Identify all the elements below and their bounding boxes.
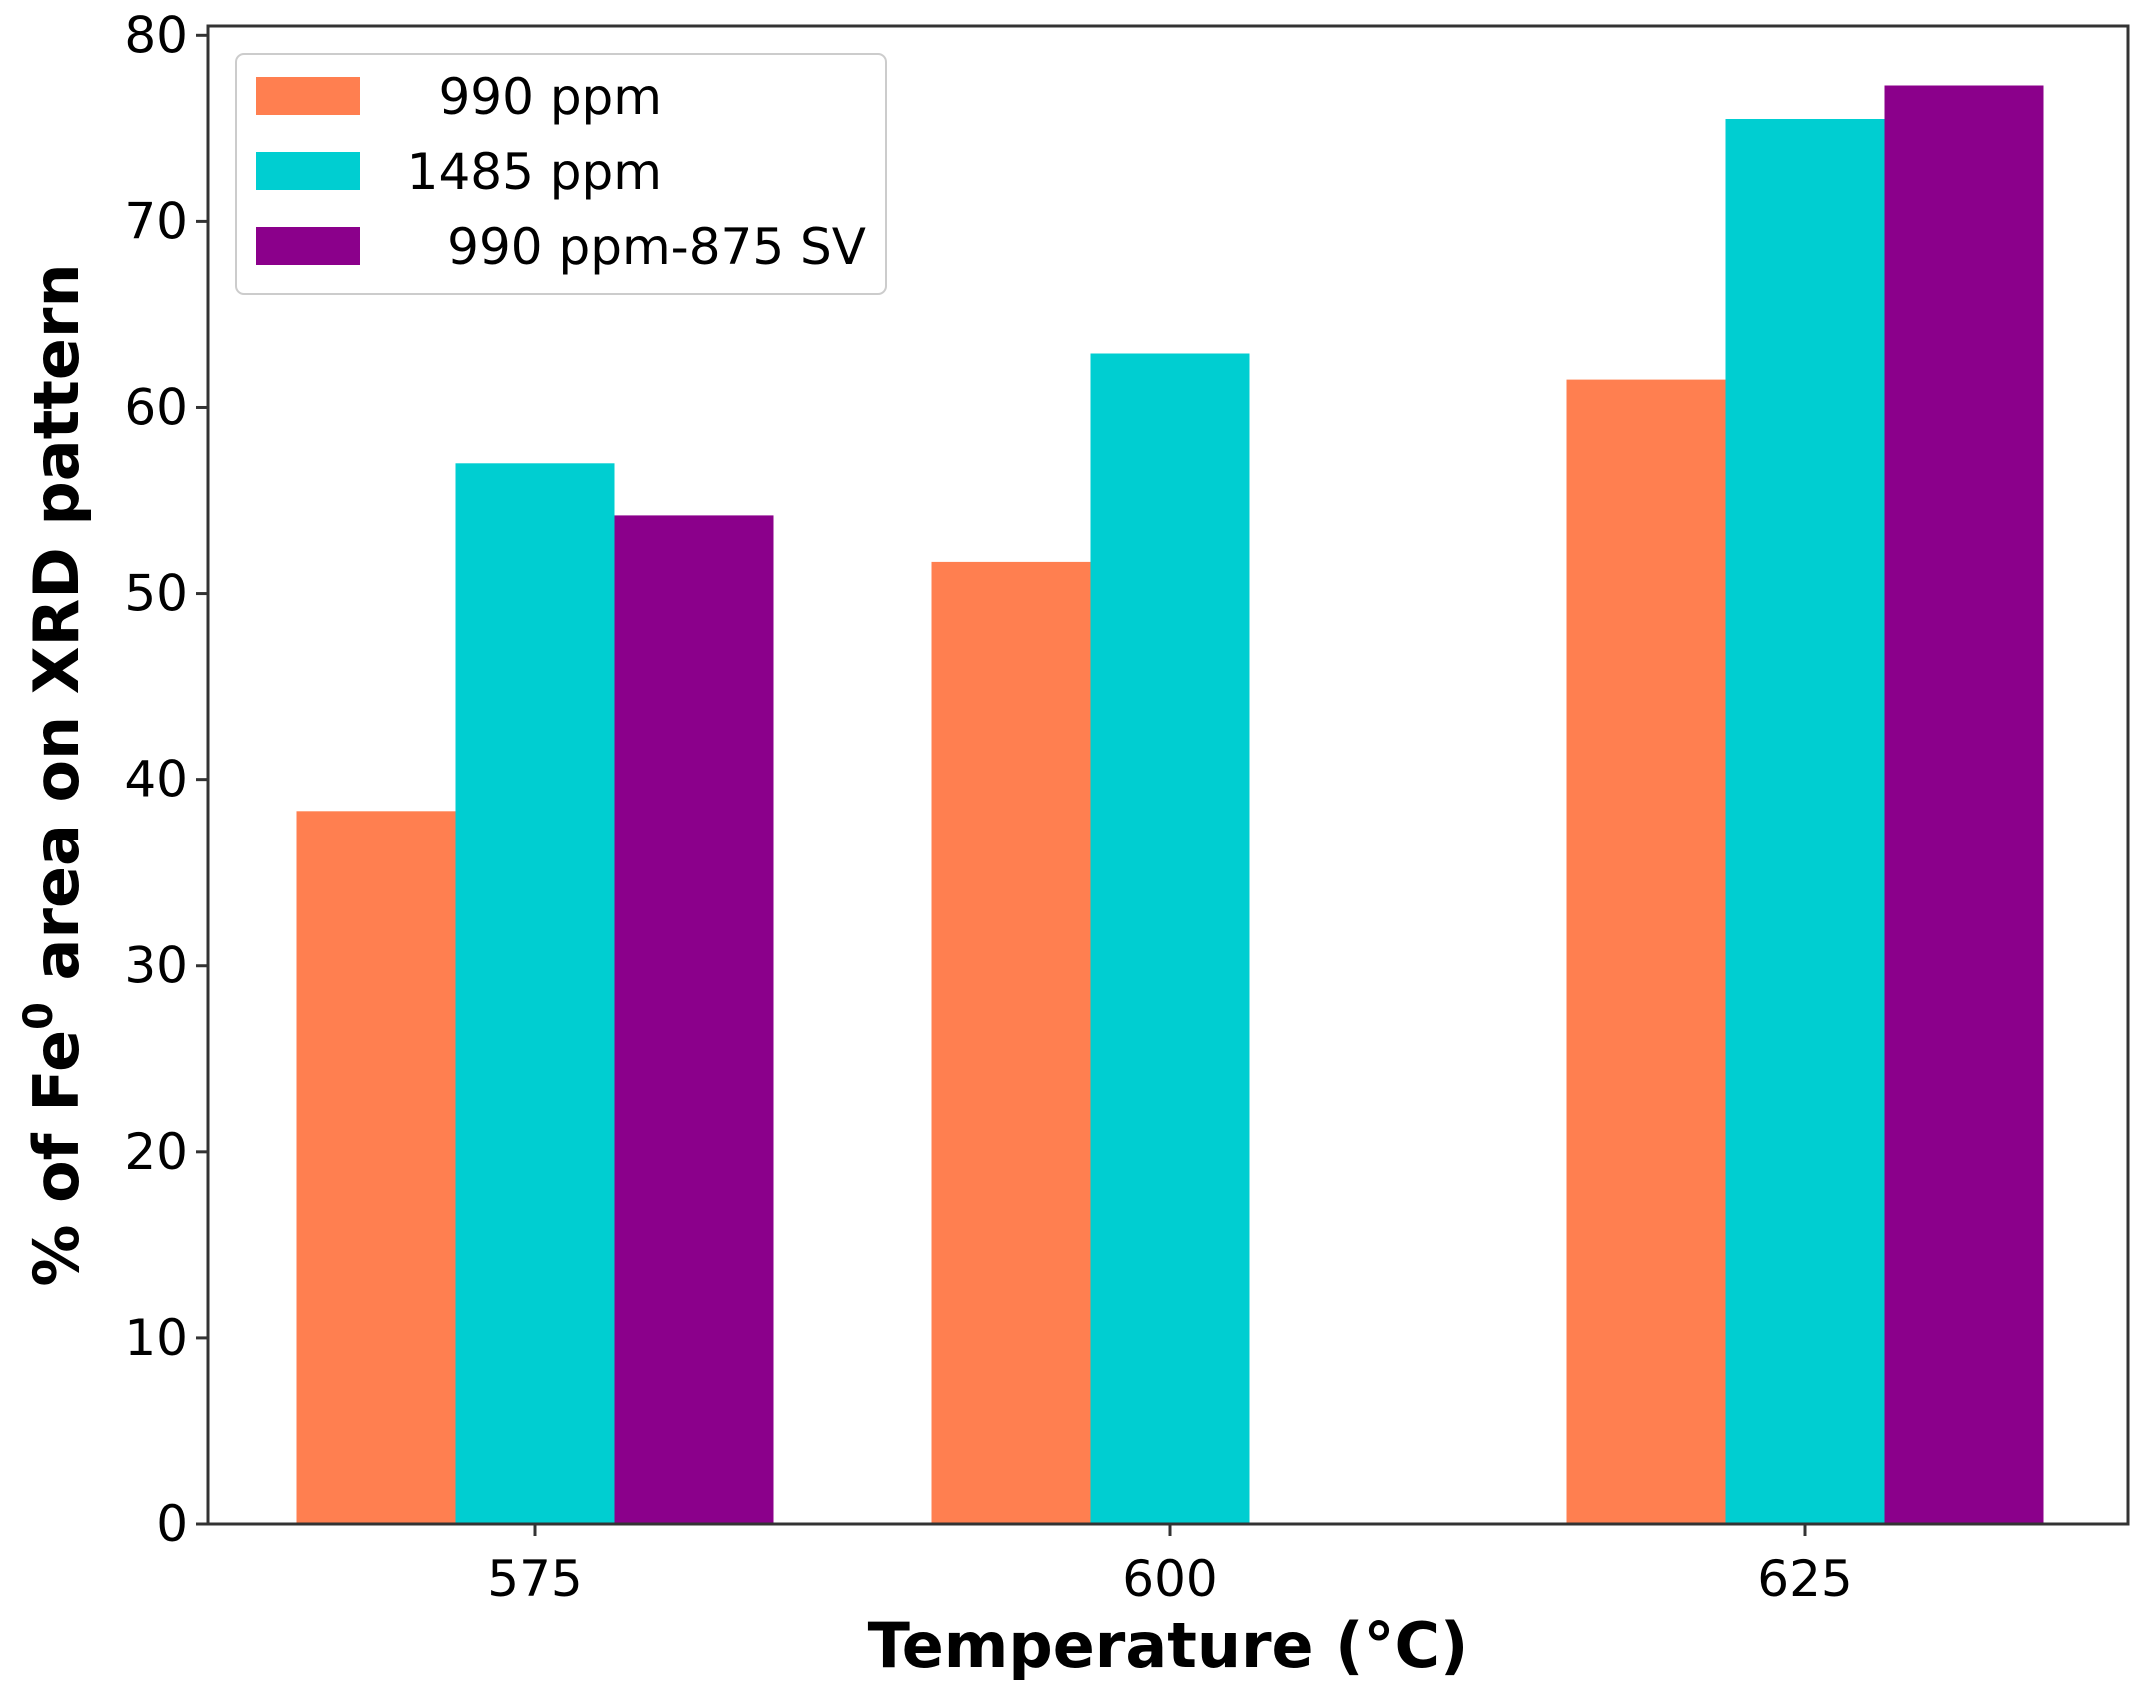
legend-swatch bbox=[256, 227, 360, 265]
y-tick-label: 60 bbox=[124, 378, 188, 436]
x-tick-label: 625 bbox=[1757, 1550, 1852, 1608]
bar-1485-ppm-575 bbox=[455, 463, 615, 1524]
bar-1485-ppm-600 bbox=[1090, 353, 1250, 1524]
legend-label: 1485 ppm bbox=[407, 143, 662, 201]
plot-area-frame bbox=[206, 24, 2130, 1526]
y-tick-label: 50 bbox=[124, 565, 188, 623]
x-tick-label: 600 bbox=[1122, 1550, 1217, 1608]
x-tick-label: 575 bbox=[487, 1550, 582, 1608]
legend: 990 ppm 1485 ppm 990 ppm-875 SV bbox=[235, 53, 887, 295]
y-axis-title-prefix: % of Fe bbox=[20, 1030, 93, 1287]
y-tick-label: 40 bbox=[124, 751, 188, 809]
bar-990-ppm-875-sv-575 bbox=[614, 515, 774, 1524]
y-tick-label: 70 bbox=[124, 192, 188, 250]
legend-frame bbox=[235, 53, 887, 295]
x-axis: 575 600 625 bbox=[487, 1524, 1853, 1608]
y-axis-title-superscript: 0 bbox=[16, 1002, 62, 1030]
bar-990-ppm-575 bbox=[296, 811, 456, 1524]
legend-label: 990 ppm-875 SV bbox=[447, 218, 866, 276]
bar-990-ppm-625 bbox=[1566, 379, 1726, 1525]
bar-990-ppm-600 bbox=[931, 561, 1091, 1524]
y-axis: 0 10 20 30 40 50 60 70 80 bbox=[124, 6, 208, 1553]
bar-1485-ppm-625 bbox=[1725, 119, 1885, 1524]
y-tick-label: 30 bbox=[124, 937, 188, 995]
y-axis-title-suffix: area on XRD pattern bbox=[20, 263, 93, 1002]
y-axis-title: % of Fe0 area on XRD pattern bbox=[16, 263, 93, 1286]
bar-990-ppm-875-sv-625 bbox=[1884, 85, 2044, 1524]
y-tick-label: 80 bbox=[124, 6, 188, 64]
y-tick-label: 20 bbox=[124, 1123, 188, 1181]
y-tick-label: 0 bbox=[156, 1495, 188, 1553]
legend-swatch bbox=[256, 77, 360, 115]
bars-layer bbox=[296, 85, 2044, 1525]
legend-label: 990 ppm bbox=[438, 68, 662, 126]
y-tick-label: 10 bbox=[124, 1309, 188, 1367]
legend-swatch bbox=[256, 152, 360, 190]
x-axis-title: Temperature (°C) bbox=[868, 1609, 1469, 1682]
